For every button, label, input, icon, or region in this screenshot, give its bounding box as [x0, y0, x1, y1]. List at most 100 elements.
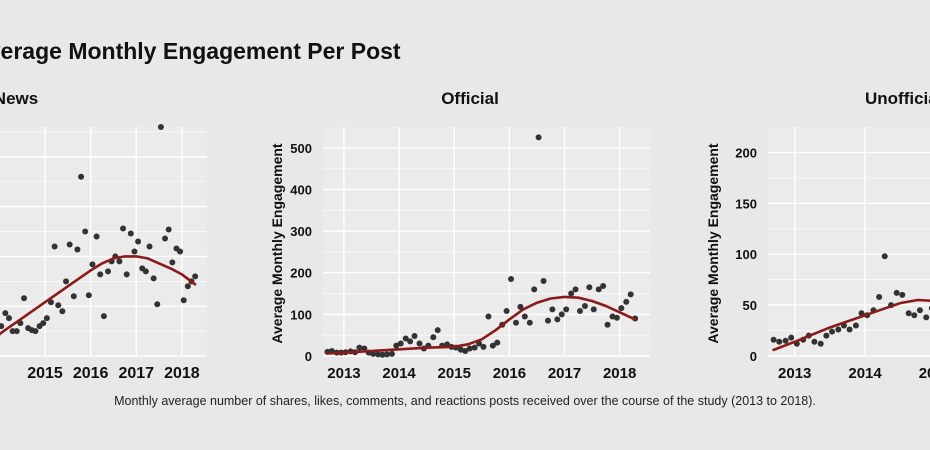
x-tick-label: 2016	[493, 365, 526, 382]
data-point	[466, 345, 473, 352]
data-point	[558, 311, 565, 318]
figure-caption: Monthly average number of shares, likes,…	[114, 394, 816, 408]
data-point	[568, 290, 575, 297]
data-point	[521, 313, 528, 320]
data-point	[379, 351, 386, 358]
x-tick-label: 2017	[548, 365, 581, 382]
data-point	[852, 322, 859, 329]
y-tick-label: 100	[290, 307, 312, 322]
y-tick-label: 200	[735, 145, 757, 160]
data-point	[817, 340, 824, 347]
data-point	[388, 350, 395, 357]
data-point	[480, 343, 487, 350]
data-point	[21, 295, 28, 302]
data-point	[93, 233, 100, 240]
data-point	[508, 275, 515, 282]
data-point	[150, 275, 157, 282]
data-point	[120, 225, 127, 232]
data-point	[595, 286, 602, 293]
data-point	[489, 342, 496, 349]
data-point	[494, 339, 501, 346]
data-point	[127, 230, 134, 237]
x-tick-label: 2013	[327, 365, 360, 382]
x-tick-label: 2015	[919, 365, 930, 382]
data-point	[142, 268, 149, 275]
y-axis-label: Average Monthly Engagement	[705, 143, 721, 344]
data-point	[135, 238, 142, 245]
data-point	[184, 283, 191, 290]
data-point	[192, 273, 199, 280]
data-point	[146, 243, 153, 250]
data-point	[97, 271, 104, 278]
data-point	[89, 261, 96, 268]
data-point	[13, 328, 20, 335]
panel-title: Official	[441, 89, 499, 108]
trend-line	[772, 298, 930, 352]
x-tick-label: 2014	[848, 365, 882, 382]
data-point	[811, 338, 818, 345]
data-point	[613, 314, 620, 321]
y-tick-label: 300	[290, 224, 312, 239]
data-point	[169, 259, 176, 266]
figure-title: Average Monthly Engagement Per Post	[0, 38, 401, 64]
data-point	[70, 293, 77, 300]
data-point	[600, 283, 607, 290]
data-point	[51, 243, 58, 250]
panel-1: News 2015 2016 2017 2018	[0, 89, 207, 382]
data-point	[604, 321, 611, 328]
trend-line	[326, 295, 637, 355]
data-point	[517, 303, 524, 310]
data-point	[416, 340, 423, 347]
data-point	[2, 310, 9, 317]
data-point	[540, 278, 547, 285]
data-point	[899, 291, 906, 298]
data-point	[531, 286, 538, 293]
data-point	[618, 305, 625, 312]
data-point	[905, 310, 912, 317]
data-point	[770, 336, 777, 343]
data-point	[430, 334, 437, 341]
data-point	[503, 308, 510, 315]
data-point	[59, 308, 66, 315]
data-point	[776, 338, 783, 345]
data-point	[78, 173, 85, 180]
y-tick-label: 500	[290, 141, 312, 156]
data-point	[104, 268, 111, 275]
data-point	[43, 315, 50, 322]
x-tick-label: 2014	[382, 365, 416, 382]
data-point	[177, 248, 184, 255]
y-tick-label: 50	[743, 298, 757, 313]
x-tick-label: 2016	[73, 365, 109, 382]
data-point	[823, 332, 830, 339]
data-point	[407, 338, 414, 345]
data-point	[361, 345, 368, 352]
data-point	[846, 326, 853, 333]
data-point	[881, 253, 888, 260]
data-point	[411, 333, 418, 340]
data-point	[581, 303, 588, 310]
y-axis-label: Average Monthly Engagement	[269, 143, 285, 344]
x-tick-label: 2013	[778, 365, 811, 382]
data-point	[162, 235, 169, 242]
data-point	[835, 326, 842, 333]
x-tick-label: 2015	[438, 365, 471, 382]
data-point	[356, 344, 363, 351]
panel-title: News	[0, 89, 38, 108]
data-point	[397, 340, 404, 347]
data-point	[5, 315, 12, 322]
data-point	[123, 271, 130, 278]
y-tick-label: 150	[735, 196, 757, 211]
data-point	[829, 328, 835, 335]
data-point	[9, 328, 16, 335]
data-point	[526, 319, 533, 326]
panel-title: Unofficial	[865, 89, 930, 108]
y-tick-label: 100	[735, 247, 757, 262]
data-point	[916, 307, 923, 314]
trend-line	[0, 255, 197, 336]
data-point	[131, 248, 138, 255]
data-point	[63, 278, 70, 285]
data-point	[513, 319, 520, 326]
data-point	[40, 320, 47, 327]
data-point	[627, 291, 634, 298]
